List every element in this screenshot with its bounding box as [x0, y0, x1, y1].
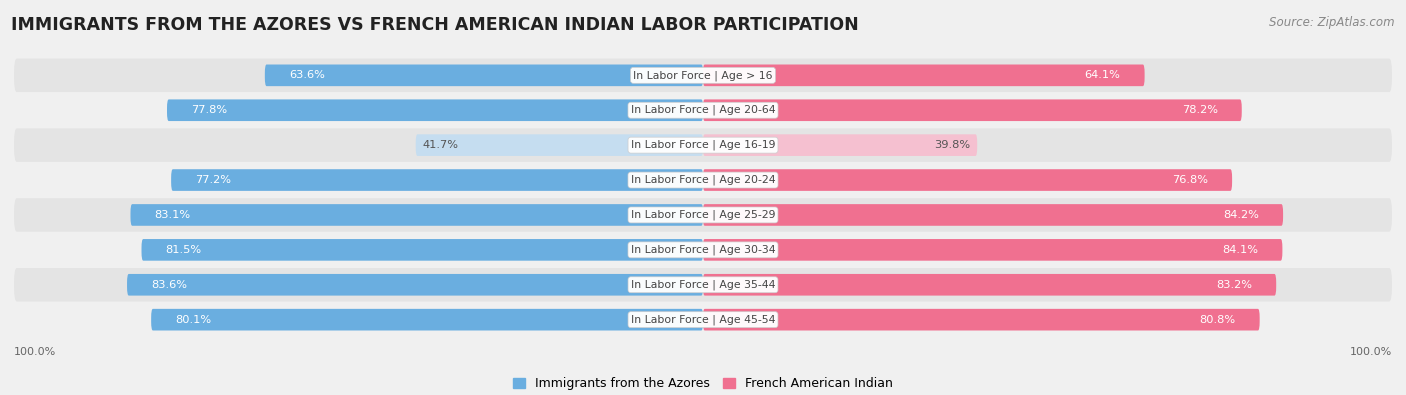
Legend: Immigrants from the Azores, French American Indian: Immigrants from the Azores, French Ameri… [508, 372, 898, 395]
Text: 81.5%: 81.5% [166, 245, 201, 255]
Text: 41.7%: 41.7% [423, 140, 458, 150]
Text: IMMIGRANTS FROM THE AZORES VS FRENCH AMERICAN INDIAN LABOR PARTICIPATION: IMMIGRANTS FROM THE AZORES VS FRENCH AME… [11, 16, 859, 34]
FancyBboxPatch shape [131, 204, 703, 226]
FancyBboxPatch shape [152, 309, 703, 331]
Text: 78.2%: 78.2% [1181, 105, 1218, 115]
Text: In Labor Force | Age 16-19: In Labor Force | Age 16-19 [631, 140, 775, 150]
Text: In Labor Force | Age 35-44: In Labor Force | Age 35-44 [631, 280, 775, 290]
Text: In Labor Force | Age 20-64: In Labor Force | Age 20-64 [631, 105, 775, 115]
FancyBboxPatch shape [14, 268, 1392, 301]
Text: In Labor Force | Age 20-24: In Labor Force | Age 20-24 [631, 175, 775, 185]
FancyBboxPatch shape [127, 274, 703, 295]
Text: Source: ZipAtlas.com: Source: ZipAtlas.com [1270, 16, 1395, 29]
FancyBboxPatch shape [14, 198, 1392, 232]
FancyBboxPatch shape [14, 163, 1392, 197]
FancyBboxPatch shape [14, 58, 1392, 92]
Text: 39.8%: 39.8% [934, 140, 970, 150]
Text: 83.2%: 83.2% [1216, 280, 1253, 290]
FancyBboxPatch shape [264, 64, 703, 86]
Text: 83.1%: 83.1% [155, 210, 191, 220]
Text: 80.8%: 80.8% [1199, 315, 1236, 325]
Text: In Labor Force | Age 30-34: In Labor Force | Age 30-34 [631, 245, 775, 255]
FancyBboxPatch shape [703, 64, 1144, 86]
Text: 76.8%: 76.8% [1173, 175, 1208, 185]
Text: 84.2%: 84.2% [1223, 210, 1258, 220]
FancyBboxPatch shape [703, 100, 1241, 121]
FancyBboxPatch shape [703, 274, 1277, 295]
Text: 64.1%: 64.1% [1084, 70, 1121, 80]
Text: In Labor Force | Age > 16: In Labor Force | Age > 16 [633, 70, 773, 81]
Text: In Labor Force | Age 25-29: In Labor Force | Age 25-29 [631, 210, 775, 220]
FancyBboxPatch shape [14, 233, 1392, 267]
Text: 84.1%: 84.1% [1222, 245, 1258, 255]
FancyBboxPatch shape [172, 169, 703, 191]
Text: 77.8%: 77.8% [191, 105, 228, 115]
Text: 100.0%: 100.0% [14, 347, 56, 357]
Text: 63.6%: 63.6% [290, 70, 325, 80]
FancyBboxPatch shape [14, 94, 1392, 127]
Text: In Labor Force | Age 45-54: In Labor Force | Age 45-54 [631, 314, 775, 325]
FancyBboxPatch shape [14, 128, 1392, 162]
FancyBboxPatch shape [416, 134, 703, 156]
FancyBboxPatch shape [167, 100, 703, 121]
FancyBboxPatch shape [703, 309, 1260, 331]
FancyBboxPatch shape [14, 303, 1392, 337]
FancyBboxPatch shape [703, 169, 1232, 191]
Text: 80.1%: 80.1% [176, 315, 211, 325]
FancyBboxPatch shape [703, 239, 1282, 261]
FancyBboxPatch shape [703, 134, 977, 156]
FancyBboxPatch shape [703, 204, 1284, 226]
Text: 100.0%: 100.0% [1350, 347, 1392, 357]
Text: 83.6%: 83.6% [152, 280, 187, 290]
FancyBboxPatch shape [142, 239, 703, 261]
Text: 77.2%: 77.2% [195, 175, 231, 185]
